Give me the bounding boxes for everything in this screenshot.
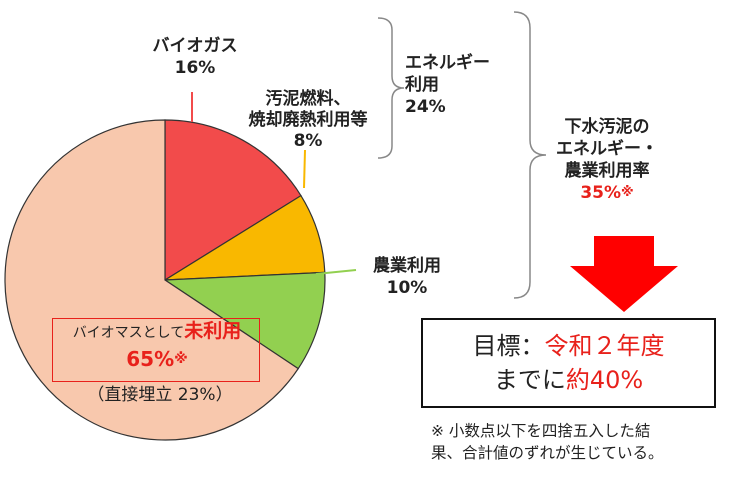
sludge-name-line2: 焼却廃熱利用等 — [248, 110, 368, 130]
footnote: ※ 小数点以下を四捨五入した結 果、合計値のずれが生じている。 — [431, 420, 721, 464]
sludge-leader-line — [303, 149, 306, 189]
energy-group-label: エネルギー 利用 24% — [405, 52, 515, 118]
target-box: 目標：令和２年度 までに約40% — [421, 318, 716, 408]
sludge-pct: 8% — [293, 131, 323, 151]
footnote-line1: ※ 小数点以下を四捨五入した結 — [431, 422, 651, 440]
rate-line1: 下水汚泥の — [564, 117, 650, 137]
agri-name: 農業利用 — [373, 256, 441, 276]
energy-line1: エネルギー — [405, 53, 490, 73]
agri-label: 農業利用 10% — [355, 255, 459, 299]
rate-line2: エネルギー・ — [556, 139, 658, 159]
agri-leader-line — [315, 269, 357, 275]
biogas-name: バイオガス — [152, 36, 238, 56]
rate-group-label: 下水汚泥の エネルギー・ 農業利用率 35%※ — [547, 116, 667, 204]
footnote-line2: 果、合計値のずれが生じている。 — [431, 444, 664, 462]
target-line2: までに約40% — [493, 366, 644, 394]
agri-pct: 10% — [386, 278, 428, 298]
target-line1: 目標：令和２年度 — [472, 332, 665, 360]
unused-pct: 65%※ — [126, 347, 188, 371]
slice-unused — [4, 119, 300, 441]
biogas-pct: 16% — [174, 58, 216, 78]
slice-biogas — [164, 119, 302, 282]
rate-line3: 農業利用率 — [564, 161, 650, 181]
rate-bracket — [513, 11, 547, 299]
biogas-label: バイオガス 16% — [140, 35, 250, 79]
sludge-label: 汚泥燃料、 焼却廃熱利用等 8% — [228, 89, 388, 152]
sludge-name-line1: 汚泥燃料、 — [265, 89, 351, 109]
energy-bracket — [377, 17, 405, 159]
unused-line1: バイオマスとして未利用 — [72, 320, 242, 342]
energy-pct: 24% — [405, 97, 446, 117]
landfill-label: （直接埋立 23%） — [87, 385, 233, 405]
unused-label: バイオマスとして未利用 65%※ — [52, 320, 262, 374]
unused-box — [52, 318, 260, 382]
energy-line2: 利用 — [405, 75, 439, 95]
down-arrow — [570, 236, 678, 312]
rate-pct: 35%※ — [580, 183, 634, 203]
slice-agri — [163, 271, 326, 370]
